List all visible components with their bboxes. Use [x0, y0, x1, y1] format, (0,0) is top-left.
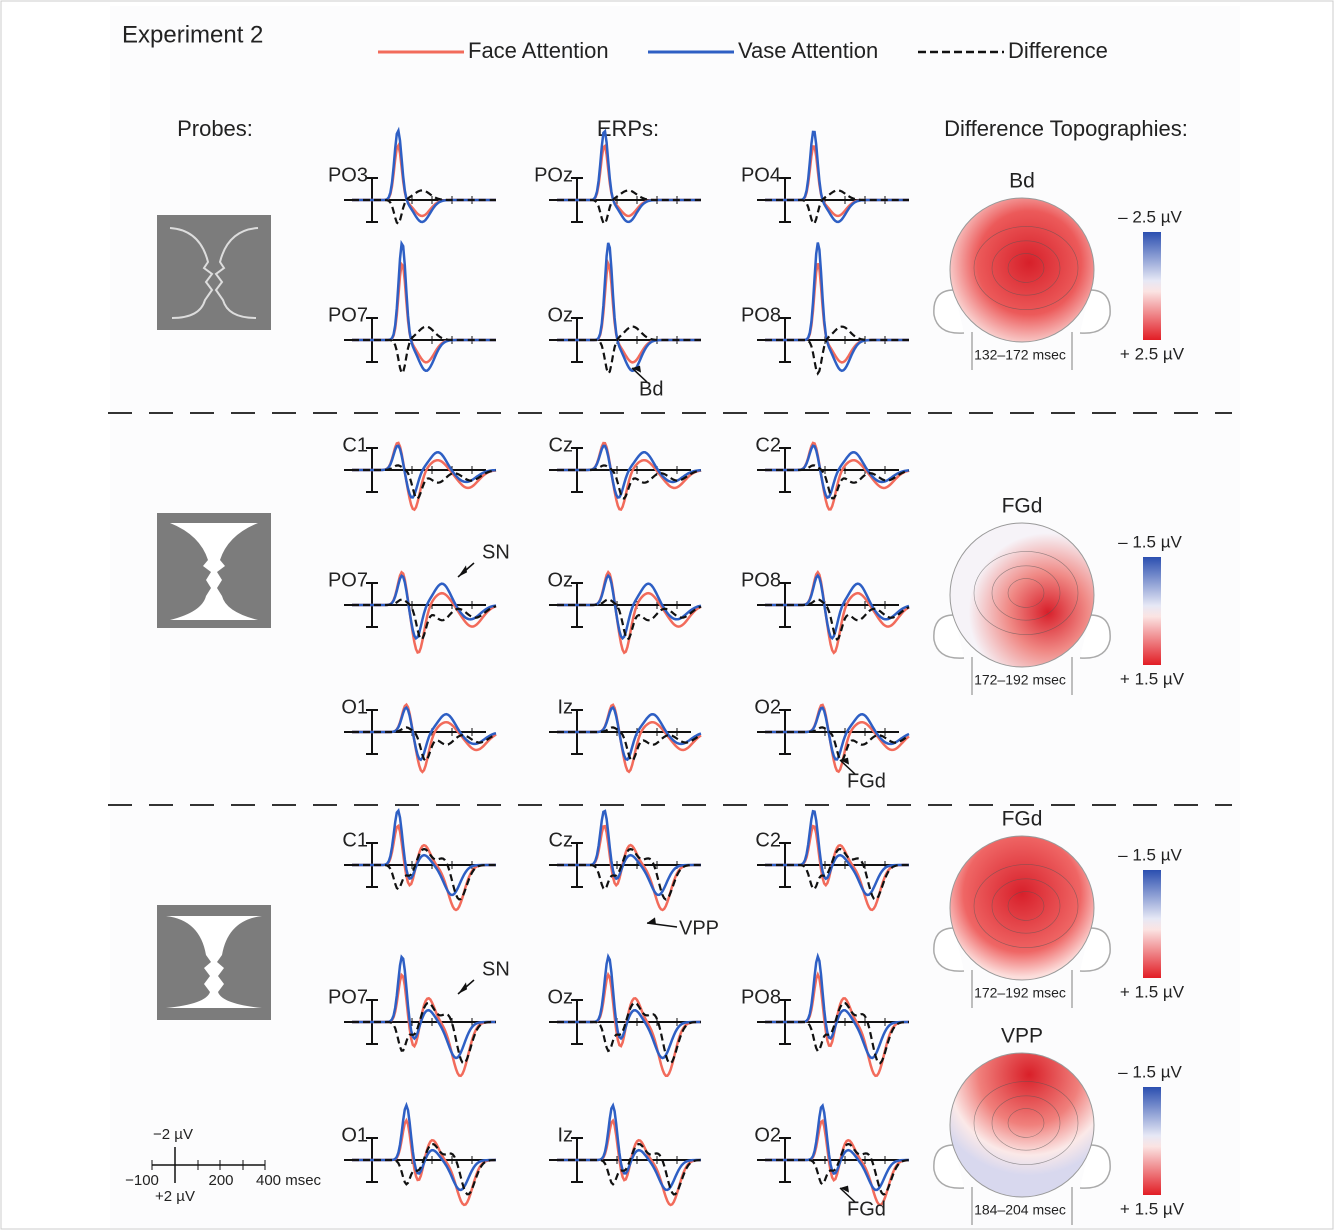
electrode-label: O1	[341, 1124, 368, 1146]
electrode-label: Cz	[549, 434, 573, 456]
annotation: VPP	[679, 917, 719, 939]
topography-label: FGd	[1002, 808, 1043, 831]
color-bar	[1143, 557, 1161, 665]
topography-map	[950, 198, 1094, 342]
topography-time: 132–172 msec	[974, 347, 1066, 363]
electrode-label: PO7	[328, 569, 368, 591]
probe-image	[157, 513, 271, 628]
electrode-label: Oz	[547, 304, 573, 326]
electrode-label: C1	[342, 434, 368, 456]
color-bar-positive: + 1.5 µV	[1120, 669, 1185, 688]
electrode-label: Oz	[547, 569, 573, 591]
scale-label: 200	[208, 1172, 233, 1189]
legend-label: Face Attention	[468, 38, 609, 63]
electrode-label: O2	[754, 1124, 781, 1146]
electrode-label: Iz	[557, 696, 573, 718]
header-probes: Probes:	[177, 116, 253, 141]
legend-label: Difference	[1008, 38, 1108, 63]
electrode-label: O1	[341, 696, 368, 718]
topography-map	[950, 1053, 1094, 1197]
electrode-label: Iz	[557, 1124, 573, 1146]
color-bar-positive: + 1.5 µV	[1120, 982, 1185, 1001]
color-bar-negative: – 1.5 µV	[1118, 1062, 1182, 1081]
electrode-label: PO3	[328, 164, 368, 186]
topography-time: 184–204 msec	[974, 1202, 1066, 1218]
annotation: FGd	[847, 770, 886, 792]
electrode-label: O2	[754, 696, 781, 718]
title: Experiment 2	[122, 21, 263, 48]
color-bar-negative: – 1.5 µV	[1118, 532, 1182, 551]
annotation: SN	[482, 541, 510, 563]
color-bar-negative: – 2.5 µV	[1118, 207, 1182, 226]
electrode-label: POz	[534, 164, 573, 186]
electrode-label: Oz	[547, 986, 573, 1008]
annotation: Bd	[639, 378, 663, 400]
electrode-label: C2	[755, 829, 781, 851]
scale-label: −2 µV	[153, 1126, 193, 1143]
color-bar-positive: + 1.5 µV	[1120, 1199, 1185, 1218]
figure: Experiment 2 Probes: ERPs: Difference To…	[0, 0, 1334, 1230]
color-bar	[1143, 232, 1161, 340]
topography-time: 172–192 msec	[974, 672, 1066, 688]
annotation: SN	[482, 958, 510, 980]
scale-label: 400 msec	[256, 1172, 322, 1189]
topography-map	[950, 523, 1094, 667]
electrode-label: PO7	[328, 304, 368, 326]
electrode-label: PO8	[741, 986, 781, 1008]
electrode-label: Cz	[549, 829, 573, 851]
scale-label: −100	[125, 1172, 159, 1189]
topography-label: Bd	[1009, 170, 1035, 193]
color-bar-positive: + 2.5 µV	[1120, 344, 1185, 363]
annotation: FGd	[847, 1198, 886, 1220]
electrode-label: PO7	[328, 986, 368, 1008]
topography-label: VPP	[1001, 1025, 1043, 1048]
topography-map	[950, 836, 1094, 980]
topography-time: 172–192 msec	[974, 985, 1066, 1001]
header-topographies: Difference Topographies:	[944, 116, 1188, 141]
scale-label: +2 µV	[155, 1188, 195, 1205]
legend-label: Vase Attention	[738, 38, 878, 63]
electrode-label: PO8	[741, 569, 781, 591]
topography-label: FGd	[1002, 495, 1043, 518]
electrode-label: C2	[755, 434, 781, 456]
electrode-label: C1	[342, 829, 368, 851]
probe-image	[157, 215, 271, 330]
color-bar-negative: – 1.5 µV	[1118, 845, 1182, 864]
color-bar	[1143, 1087, 1161, 1195]
color-bar	[1143, 870, 1161, 978]
probe-image	[157, 905, 271, 1020]
electrode-label: PO8	[741, 304, 781, 326]
electrode-label: PO4	[741, 164, 781, 186]
